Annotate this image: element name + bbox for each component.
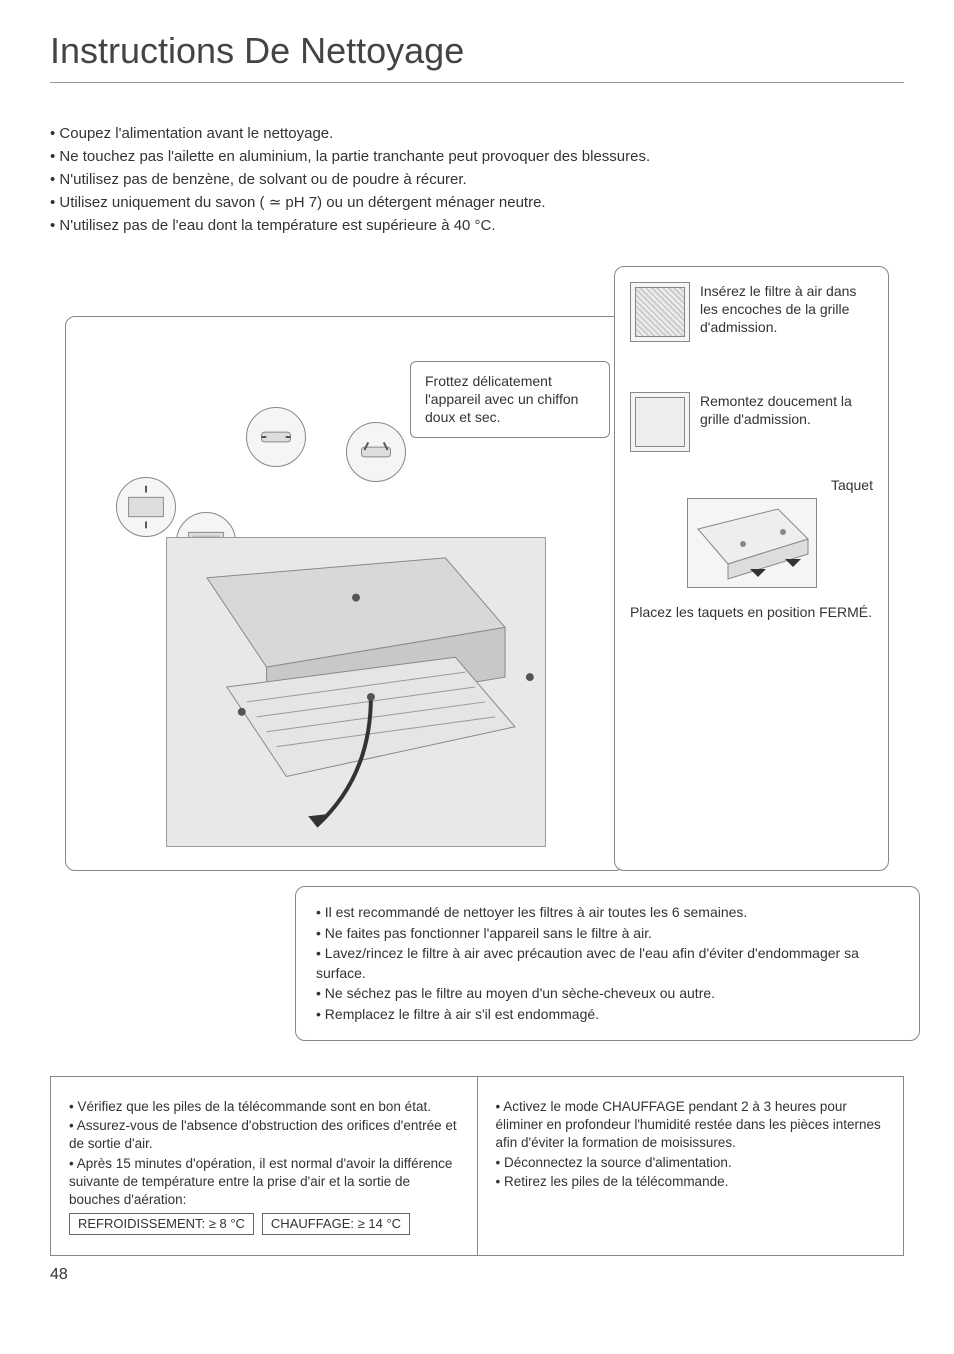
temp-cool-box: REFROIDISSEMENT: ≥ 8 °C [69, 1213, 254, 1235]
temp-heat-box: CHAUFFAGE: ≥ 14 °C [262, 1213, 410, 1235]
filter-notes-box: Il est recommandé de nettoyer les filtre… [295, 886, 920, 1041]
storage-item: Retirez les piles de la télécommande. [496, 1173, 886, 1191]
filter-note: Ne faites pas fonctionner l'appareil san… [316, 924, 899, 944]
diagram-area: Frottez délicatement l'appareil avec un … [50, 266, 904, 1046]
filter-note: Lavez/rincez le filtre à air avec précau… [316, 944, 899, 983]
filter-note: Remplacez le filtre à air s'il est endom… [316, 1005, 899, 1025]
ac-unit-illustration [166, 537, 546, 847]
storage-item: Déconnectez la source d'alimentation. [496, 1154, 886, 1172]
filter-note: Ne séchez pas le filtre au moyen d'un sè… [316, 984, 899, 1004]
check-item: Vérifiez que les piles de la télécommand… [69, 1098, 459, 1116]
warnings-list: Coupez l'alimentation avant le nettoyage… [50, 123, 904, 236]
raise-grille-icon [630, 392, 690, 452]
check-item: Assurez-vous de l'absence d'obstruction … [69, 1117, 459, 1153]
bottom-left-col: Vérifiez que les piles de la télécommand… [51, 1077, 478, 1255]
storage-item: Activez le mode CHAUFFAGE pendant 2 à 3 … [496, 1098, 886, 1153]
detail-circle-icon [116, 477, 176, 537]
temp-boxes: REFROIDISSEMENT: ≥ 8 °C CHAUFFAGE: ≥ 14 … [69, 1213, 459, 1235]
bottom-info-row: Vérifiez que les piles de la télécommand… [50, 1076, 904, 1256]
side-step: Remontez doucement la grille d'admission… [630, 392, 873, 452]
title-bar: Instructions De Nettoyage [50, 30, 904, 83]
wipe-callout-text: Frottez délicatement l'appareil avec un … [425, 373, 578, 425]
detail-circle-icon [346, 422, 406, 482]
page-number: 48 [50, 1266, 904, 1284]
check-item: Après 15 minutes d'opération, il est nor… [69, 1155, 459, 1210]
close-panel-icon [687, 498, 817, 588]
warning-item: Ne touchez pas l'ailette en aluminium, l… [50, 146, 904, 167]
taquet-label: Taquet [630, 477, 873, 493]
side-steps-box: Insérez le filtre à air dans les encoche… [614, 266, 889, 871]
warning-item: N'utilisez pas de l'eau dont la températ… [50, 215, 904, 236]
wipe-callout: Frottez délicatement l'appareil avec un … [410, 361, 610, 438]
side-step: Insérez le filtre à air dans les encoche… [630, 282, 873, 342]
warning-item: Utilisez uniquement du savon ( ≃ pH 7) o… [50, 192, 904, 213]
filter-note: Il est recommandé de nettoyer les filtre… [316, 903, 899, 923]
side-step-text: Remontez doucement la grille d'admission… [700, 392, 873, 428]
warning-item: N'utilisez pas de benzène, de solvant ou… [50, 169, 904, 190]
warning-item: Coupez l'alimentation avant le nettoyage… [50, 123, 904, 144]
close-latches-text: Placez les taquets en position FERMÉ. [630, 603, 873, 621]
detail-circle-icon [246, 407, 306, 467]
bottom-right-col: Activez le mode CHAUFFAGE pendant 2 à 3 … [478, 1077, 904, 1255]
page-title: Instructions De Nettoyage [50, 30, 904, 72]
insert-filter-icon [630, 282, 690, 342]
side-step-text: Insérez le filtre à air dans les encoche… [700, 282, 873, 337]
